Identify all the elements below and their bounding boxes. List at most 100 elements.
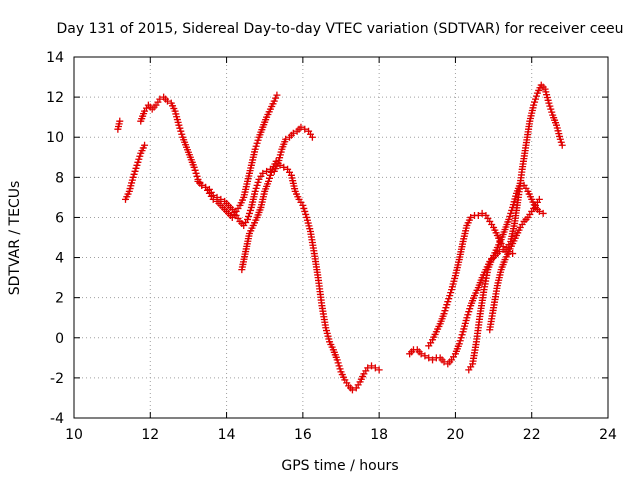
- data-point: [474, 211, 482, 219]
- data-point: [495, 248, 503, 256]
- y-tick-label: 4: [55, 251, 64, 267]
- x-tick-label: 16: [294, 427, 312, 443]
- x-tick-labels: 10 12 14 16 18 20 22 24: [65, 427, 617, 443]
- data-point: [558, 141, 566, 149]
- data-point: [299, 201, 307, 209]
- data-point: [421, 352, 429, 360]
- data-point-interp: [130, 170, 138, 178]
- data-point: [251, 145, 259, 153]
- data-point-interp: [335, 362, 343, 370]
- data-point: [364, 364, 372, 372]
- data-point: [417, 350, 425, 358]
- data-point: [348, 386, 356, 394]
- y-tick-label: 10: [46, 130, 64, 146]
- data-point-interp: [302, 210, 310, 218]
- data-point-interp: [178, 130, 186, 138]
- data-point: [202, 183, 210, 191]
- data-point-interp: [132, 164, 140, 172]
- data-point-interp: [456, 337, 464, 345]
- data-point-interp: [445, 295, 453, 303]
- data-point-interp: [547, 105, 555, 113]
- data-point: [535, 207, 543, 215]
- data-point: [467, 213, 475, 221]
- data-point-interp: [193, 172, 201, 180]
- data-point-interp: [192, 169, 200, 177]
- data-point: [499, 246, 507, 254]
- data-point-interp: [191, 166, 199, 174]
- data-point: [116, 117, 124, 125]
- data-point-interp: [246, 206, 254, 214]
- data-point: [463, 314, 471, 322]
- series-arc-5: [238, 157, 383, 394]
- data-point-interp: [443, 301, 451, 309]
- y-tick-label: 12: [46, 90, 64, 106]
- data-point: [213, 193, 221, 201]
- data-point-interp: [265, 174, 273, 182]
- data-point-interp: [245, 212, 253, 220]
- data-point-interp: [446, 292, 454, 300]
- data-point-interp: [252, 142, 260, 150]
- data-point: [333, 356, 341, 364]
- data-point-interp: [506, 212, 514, 220]
- y-tick-label: -2: [50, 371, 64, 387]
- chart-title: Day 131 of 2015, Sidereal Day-to-day VTE…: [56, 21, 623, 37]
- data-point-interp: [253, 181, 261, 189]
- data-point: [289, 129, 297, 137]
- data-point-interp: [267, 168, 275, 176]
- data-point-interp: [441, 307, 449, 315]
- series-arc-7: [425, 209, 517, 350]
- data-point: [440, 310, 448, 318]
- data-point: [425, 354, 433, 362]
- y-tick-label: 14: [46, 50, 64, 66]
- x-axis-label: GPS time / hours: [281, 458, 398, 474]
- data-point-interp: [532, 95, 540, 103]
- data-point-interp: [254, 136, 262, 144]
- data-point: [244, 215, 252, 223]
- data-point: [198, 181, 206, 189]
- series-arc-4: [194, 123, 316, 229]
- data-point: [301, 125, 309, 133]
- data-point: [375, 366, 383, 374]
- data-point-interp: [177, 127, 185, 135]
- data-point-interp: [466, 305, 474, 313]
- data-point-interp: [546, 102, 554, 110]
- x-tick-label: 10: [65, 427, 83, 443]
- data-point: [530, 101, 538, 109]
- data-point-interp: [548, 108, 556, 116]
- data-point: [455, 340, 463, 348]
- data-point-interp: [272, 94, 280, 102]
- data-point-interp: [134, 158, 142, 166]
- data-point: [282, 135, 290, 143]
- data-point: [505, 215, 513, 223]
- data-point: [297, 123, 305, 131]
- data-point: [539, 209, 547, 217]
- data-point-interp: [465, 308, 473, 316]
- data-point: [265, 177, 273, 185]
- data-point: [545, 99, 553, 107]
- y-tick-labels: -4 -2 0 2 4 6 8 10 12 14: [46, 50, 64, 427]
- data-point-interp: [176, 124, 184, 132]
- data-point-interp: [252, 184, 260, 192]
- data-point-interp: [131, 167, 139, 175]
- data-point: [129, 173, 137, 181]
- data-point: [251, 187, 259, 195]
- series-arc-2: [121, 141, 149, 203]
- data-point: [308, 133, 316, 141]
- y-tick-label: 6: [55, 210, 64, 226]
- data-point-interp: [447, 289, 455, 297]
- data-point: [444, 298, 452, 306]
- x-tick-label: 18: [370, 427, 388, 443]
- data-point-interp: [266, 171, 274, 179]
- data-point: [556, 135, 564, 143]
- grid-lines: [74, 57, 608, 418]
- data-point-interp: [136, 152, 144, 160]
- data-point: [141, 141, 149, 149]
- y-tick-label: -4: [50, 411, 64, 427]
- data-point-interp: [464, 311, 472, 319]
- data-point: [133, 161, 141, 169]
- data-point: [190, 163, 198, 171]
- series-arc-8: [465, 81, 566, 374]
- data-point: [263, 167, 271, 175]
- data-point: [478, 209, 486, 217]
- data-point-interp: [253, 139, 261, 147]
